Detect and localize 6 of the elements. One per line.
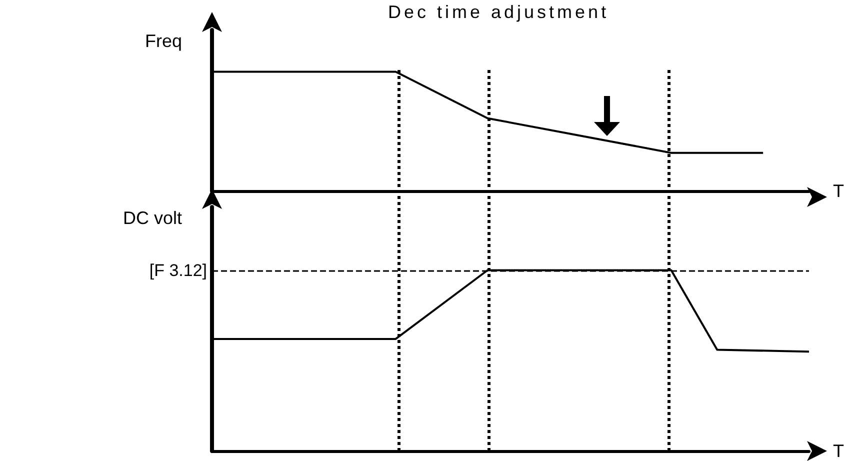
x-axis-title: T [833, 441, 844, 461]
y-axis-title: Freq [144, 31, 182, 51]
text: Dec time adjustment [388, 2, 610, 23]
ref-line-label: [F 3.12] [149, 260, 207, 280]
x-axis-title: T [833, 181, 844, 201]
y-axis-title: DC volt [122, 208, 182, 228]
